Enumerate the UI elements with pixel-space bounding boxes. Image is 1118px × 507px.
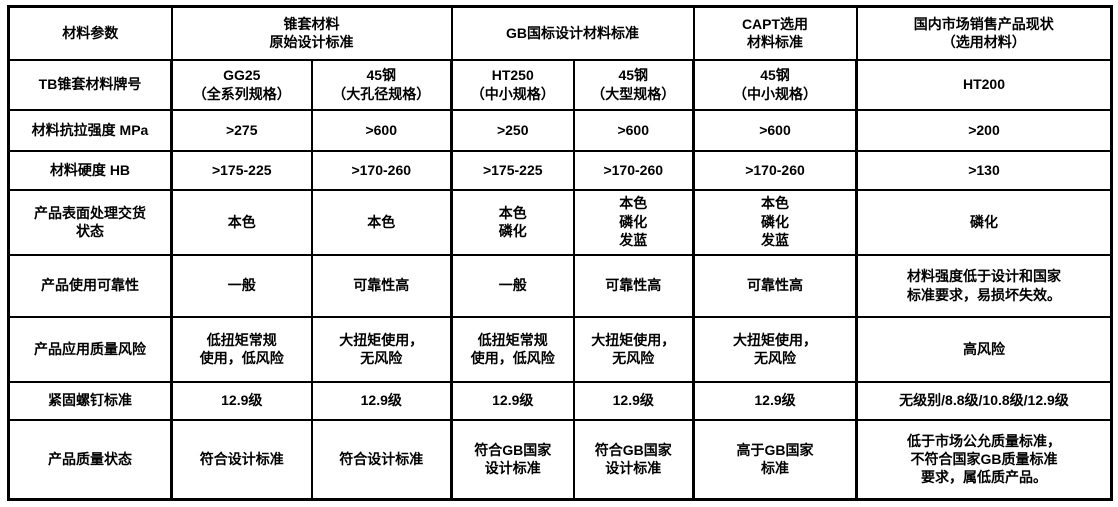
table-row: TB锥套材料牌号 GG25 （全系列规格） 45钢 （大孔径规格） HT250 （中小…	[7, 58, 1113, 111]
table-cell: >130	[855, 149, 1113, 191]
table-cell: 高风险	[855, 315, 1113, 383]
table-cell: 符合设计标准	[310, 418, 453, 501]
table-cell: 高于GB国家 标准	[692, 418, 858, 501]
table-cell: 材料强度低于设计和国家 标准要求，易损坏失效。	[855, 253, 1113, 318]
table-cell: 12.9级	[310, 380, 453, 421]
table-body: TB锥套材料牌号 GG25 （全系列规格） 45钢 （大孔径规格） HT250 （中小…	[7, 58, 1113, 501]
table-cell: >250	[450, 108, 575, 152]
material-comparison-table: 材料参数 锥套材料 原始设计标准 GB国标设计材料标准 CAPT选用 材料标准 …	[7, 5, 1113, 501]
table-row: 材料抗拉强度 MPa >275 >600 >250 >600 >600 >200	[7, 108, 1113, 152]
table-cell: >175-225	[170, 149, 313, 191]
table-cell: >175-225	[450, 149, 575, 191]
table-cell: 符合GB国家 设计标准	[572, 418, 695, 501]
table-cell: 大扭矩使用， 无风险	[692, 315, 858, 383]
row-label: 材料硬度 HB	[7, 149, 173, 191]
row-label: 产品应用质量风险	[7, 315, 173, 383]
table-cell: >170-260	[572, 149, 695, 191]
table-cell: >275	[170, 108, 313, 152]
table-cell: 一般	[170, 253, 313, 318]
table-cell: GG25 （全系列规格）	[170, 58, 313, 111]
row-label: TB锥套材料牌号	[7, 58, 173, 111]
table-cell: 本色	[310, 188, 453, 256]
table-cell: >200	[855, 108, 1113, 152]
table-cell: 本色 磷化 发蓝	[572, 188, 695, 256]
table-cell: 符合设计标准	[170, 418, 313, 501]
table-cell: 大扭矩使用， 无风险	[310, 315, 453, 383]
table-cell: >600	[692, 108, 858, 152]
table-cell: 45钢 （中小规格）	[692, 58, 858, 111]
header-original-design-standard: 锥套材料 原始设计标准	[170, 5, 453, 61]
table-cell: >170-260	[692, 149, 858, 191]
row-label: 产品使用可靠性	[7, 253, 173, 318]
table-cell: 一般	[450, 253, 575, 318]
table-cell: 12.9级	[170, 380, 313, 421]
table-cell: 可靠性高	[310, 253, 453, 318]
table-cell: 可靠性高	[692, 253, 858, 318]
table-header: 材料参数 锥套材料 原始设计标准 GB国标设计材料标准 CAPT选用 材料标准 …	[7, 5, 1113, 61]
row-label: 紧固螺钉标准	[7, 380, 173, 421]
table-cell: 12.9级	[572, 380, 695, 421]
table-row: 产品表面处理交货 状态 本色 本色 本色 磷化 本色 磷化 发蓝 本色 磷化 发蓝 磷化	[7, 188, 1113, 256]
table-cell: 磷化	[855, 188, 1113, 256]
table-cell: 本色 磷化	[450, 188, 575, 256]
table-cell: 低于市场公允质量标准， 不符合国家GB质量标准 要求，属低质产品。	[855, 418, 1113, 501]
table-row: 产品质量状态 符合设计标准 符合设计标准 符合GB国家 设计标准 符合GB国家 设计标准…	[7, 418, 1113, 501]
table-cell: 12.9级	[692, 380, 858, 421]
header-gb-standard: GB国标设计材料标准	[450, 5, 695, 61]
table-row: 紧固螺钉标准 12.9级 12.9级 12.9级 12.9级 12.9级 无级别/8.8级/…	[7, 380, 1113, 421]
row-label: 产品表面处理交货 状态	[7, 188, 173, 256]
table-cell: 可靠性高	[572, 253, 695, 318]
header-material-param: 材料参数	[7, 5, 173, 61]
table-cell: >600	[310, 108, 453, 152]
table-cell: 无级别/8.8级/10.8级/12.9级	[855, 380, 1113, 421]
header-capt-standard: CAPT选用 材料标准	[692, 5, 858, 61]
table-cell: 12.9级	[450, 380, 575, 421]
table-cell: 低扭矩常规 使用，低风险	[450, 315, 575, 383]
header-market-status: 国内市场销售产品现状 （选用材料）	[855, 5, 1113, 61]
table-cell: >600	[572, 108, 695, 152]
table-cell: 符合GB国家 设计标准	[450, 418, 575, 501]
table-cell: 本色	[170, 188, 313, 256]
table-cell: 低扭矩常规 使用，低风险	[170, 315, 313, 383]
row-label: 产品质量状态	[7, 418, 173, 501]
header-row: 材料参数 锥套材料 原始设计标准 GB国标设计材料标准 CAPT选用 材料标准 …	[7, 5, 1113, 61]
table-cell: HT250 （中小规格）	[450, 58, 575, 111]
table-row: 材料硬度 HB >175-225 >170-260 >175-225 >170-260 >…	[7, 149, 1113, 191]
table-cell: 本色 磷化 发蓝	[692, 188, 858, 256]
table-cell: >170-260	[310, 149, 453, 191]
table-cell: HT200	[855, 58, 1113, 111]
table-cell: 大扭矩使用， 无风险	[572, 315, 695, 383]
table-cell: 45钢 （大型规格）	[572, 58, 695, 111]
table-row: 产品应用质量风险 低扭矩常规 使用，低风险 大扭矩使用， 无风险 低扭矩常规 使用，低…	[7, 315, 1113, 383]
table-row: 产品使用可靠性 一般 可靠性高 一般 可靠性高 可靠性高 材料强度低于设计和国家 标准要求，…	[7, 253, 1113, 318]
table-cell: 45钢 （大孔径规格）	[310, 58, 453, 111]
row-label: 材料抗拉强度 MPa	[7, 108, 173, 152]
